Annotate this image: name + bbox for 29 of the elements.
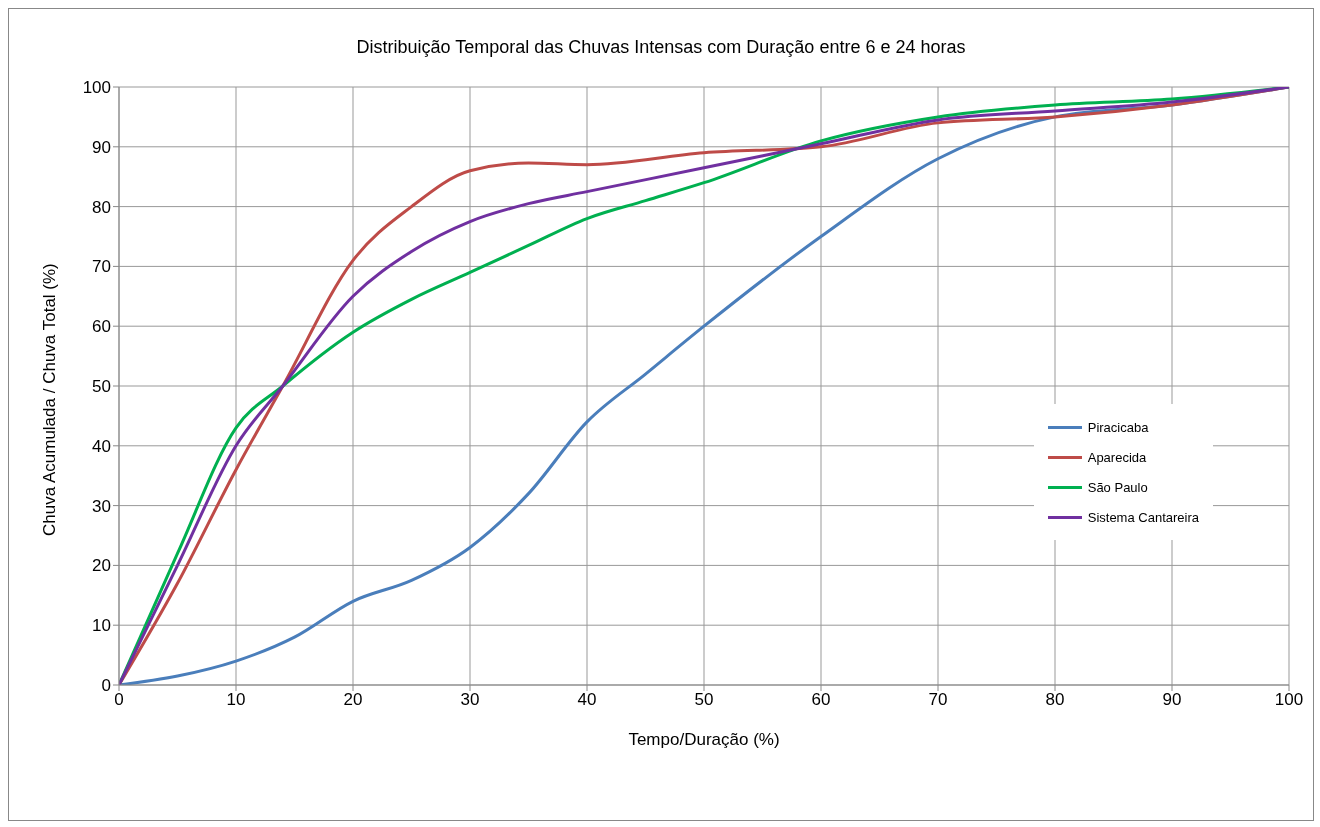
y-tick-label: 70 — [92, 257, 111, 277]
y-tick-label: 90 — [92, 137, 111, 157]
x-tick-label: 0 — [114, 690, 124, 710]
y-tick-label: 10 — [92, 616, 111, 636]
y-tick-label: 30 — [92, 496, 111, 516]
y-tick-label: 0 — [101, 676, 111, 696]
x-tick-label: 90 — [1162, 690, 1182, 710]
x-tick-label: 40 — [577, 690, 597, 710]
x-tick-label: 50 — [694, 690, 714, 710]
chart-title: Distribuição Temporal das Chuvas Intensas com Duração entre 6 e 24 horas — [355, 37, 967, 58]
x-tick-label: 100 — [1274, 690, 1304, 710]
y-tick-label: 100 — [82, 78, 111, 98]
y-tick-label: 40 — [92, 436, 111, 456]
x-tick-label: 20 — [343, 690, 363, 710]
x-tick-label: 80 — [1045, 690, 1065, 710]
legend-label: Piracicaba — [1087, 419, 1149, 435]
x-tick-label: 10 — [226, 690, 246, 710]
x-tick-label: 30 — [460, 690, 480, 710]
y-axis-title: Chuva Acumulada / Chuva Total (%) — [40, 263, 60, 536]
legend-label: Aparecida — [1087, 449, 1147, 465]
legend-label: São Paulo — [1087, 479, 1148, 495]
x-axis-title: Tempo/Duração (%) — [628, 730, 780, 749]
y-tick-label: 50 — [92, 377, 111, 397]
y-tick-label: 20 — [92, 556, 111, 576]
legend-label: Sistema Cantareira — [1087, 509, 1199, 525]
y-tick-label: 80 — [92, 197, 111, 217]
y-tick-label: 60 — [92, 317, 111, 337]
x-tick-label: 70 — [928, 690, 948, 710]
x-tick-label: 60 — [811, 690, 831, 710]
